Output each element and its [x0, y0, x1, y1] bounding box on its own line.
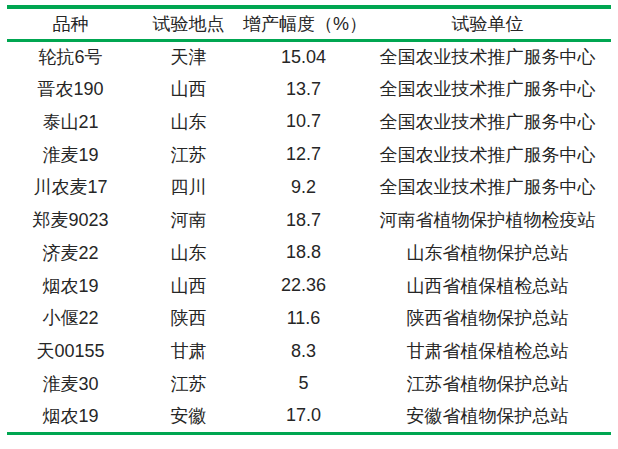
cell-trial-unit: 陕西省植物保护总站: [364, 302, 611, 335]
cell-trial-unit: 全国农业技术推广服务中心: [364, 106, 611, 139]
cell-yield-increase: 13.7: [243, 73, 364, 106]
table-row: 轮抗6号天津15.04全国农业技术推广服务中心: [7, 40, 611, 73]
table-row: 天00155甘肃8.3甘肃省植保植检总站: [7, 335, 611, 368]
column-header-trial-location: 试验地点: [134, 7, 243, 40]
cell-variety: 轮抗6号: [7, 40, 134, 73]
cell-variety: 天00155: [7, 335, 134, 368]
cell-yield-increase: 12.7: [243, 138, 364, 171]
cell-variety: 川农麦17: [7, 171, 134, 204]
cell-yield-increase: 17.0: [243, 400, 364, 433]
cell-yield-increase: 5: [243, 368, 364, 401]
cell-yield-increase: 10.7: [243, 106, 364, 139]
cell-yield-increase: 18.8: [243, 237, 364, 270]
cell-trial-location: 山西: [134, 73, 243, 106]
cell-trial-unit: 河南省植物保护植物检疫站: [364, 204, 611, 237]
cell-trial-unit: 甘肃省植保植检总站: [364, 335, 611, 368]
cell-variety: 淮麦30: [7, 368, 134, 401]
table-row: 川农麦17四川9.2全国农业技术推广服务中心: [7, 171, 611, 204]
cell-trial-location: 河南: [134, 204, 243, 237]
column-header-yield-increase-percent: 增产幅度（%）: [243, 7, 364, 40]
cell-yield-increase: 8.3: [243, 335, 364, 368]
cell-trial-unit: 山东省植物保护总站: [364, 237, 611, 270]
table-row: 淮麦19江苏12.7全国农业技术推广服务中心: [7, 138, 611, 171]
table-row: 郑麦9023河南18.7河南省植物保护植物检疫站: [7, 204, 611, 237]
cell-yield-increase: 18.7: [243, 204, 364, 237]
cell-trial-location: 安徽: [134, 400, 243, 433]
cell-trial-unit: 山西省植保植检总站: [364, 269, 611, 302]
cell-yield-increase: 22.36: [243, 269, 364, 302]
cell-trial-location: 天津: [134, 40, 243, 73]
table-row: 淮麦30江苏5江苏省植物保护总站: [7, 368, 611, 401]
cell-trial-location: 山东: [134, 237, 243, 270]
cell-variety: 郑麦9023: [7, 204, 134, 237]
cell-trial-unit: 全国农业技术推广服务中心: [364, 171, 611, 204]
column-header-trial-unit: 试验单位: [364, 7, 611, 40]
cell-trial-location: 山西: [134, 269, 243, 302]
cell-variety: 淮麦19: [7, 138, 134, 171]
cell-trial-location: 江苏: [134, 368, 243, 401]
trial-results-table: 品种 试验地点 增产幅度（%） 试验单位 轮抗6号天津15.04全国农业技术推广…: [7, 5, 611, 435]
cell-trial-location: 山东: [134, 106, 243, 139]
table-row: 烟农19山西22.36山西省植保植检总站: [7, 269, 611, 302]
cell-variety: 烟农19: [7, 269, 134, 302]
column-header-variety: 品种: [7, 7, 134, 40]
cell-trial-unit: 江苏省植物保护总站: [364, 368, 611, 401]
cell-trial-unit: 全国农业技术推广服务中心: [364, 138, 611, 171]
table-row: 晋农190山西13.7全国农业技术推广服务中心: [7, 73, 611, 106]
cell-trial-location: 陕西: [134, 302, 243, 335]
table-row: 济麦22山东18.8山东省植物保护总站: [7, 237, 611, 270]
cell-trial-location: 四川: [134, 171, 243, 204]
cell-trial-location: 江苏: [134, 138, 243, 171]
cell-variety: 泰山21: [7, 106, 134, 139]
table-row: 烟农19安徽17.0安徽省植物保护总站: [7, 400, 611, 433]
cell-variety: 烟农19: [7, 400, 134, 433]
cell-trial-location: 甘肃: [134, 335, 243, 368]
cell-variety: 小偃22: [7, 302, 134, 335]
cell-variety: 晋农190: [7, 73, 134, 106]
document-page: 品种 试验地点 增产幅度（%） 试验单位 轮抗6号天津15.04全国农业技术推广…: [0, 0, 618, 449]
table-row: 小偃22陕西11.6陕西省植物保护总站: [7, 302, 611, 335]
cell-yield-increase: 11.6: [243, 302, 364, 335]
cell-yield-increase: 9.2: [243, 171, 364, 204]
cell-trial-unit: 安徽省植物保护总站: [364, 400, 611, 433]
header-row: 品种 试验地点 增产幅度（%） 试验单位: [7, 7, 611, 40]
cell-yield-increase: 15.04: [243, 40, 364, 73]
table-row: 泰山21山东10.7全国农业技术推广服务中心: [7, 106, 611, 139]
cell-variety: 济麦22: [7, 237, 134, 270]
cell-trial-unit: 全国农业技术推广服务中心: [364, 73, 611, 106]
cell-trial-unit: 全国农业技术推广服务中心: [364, 40, 611, 73]
